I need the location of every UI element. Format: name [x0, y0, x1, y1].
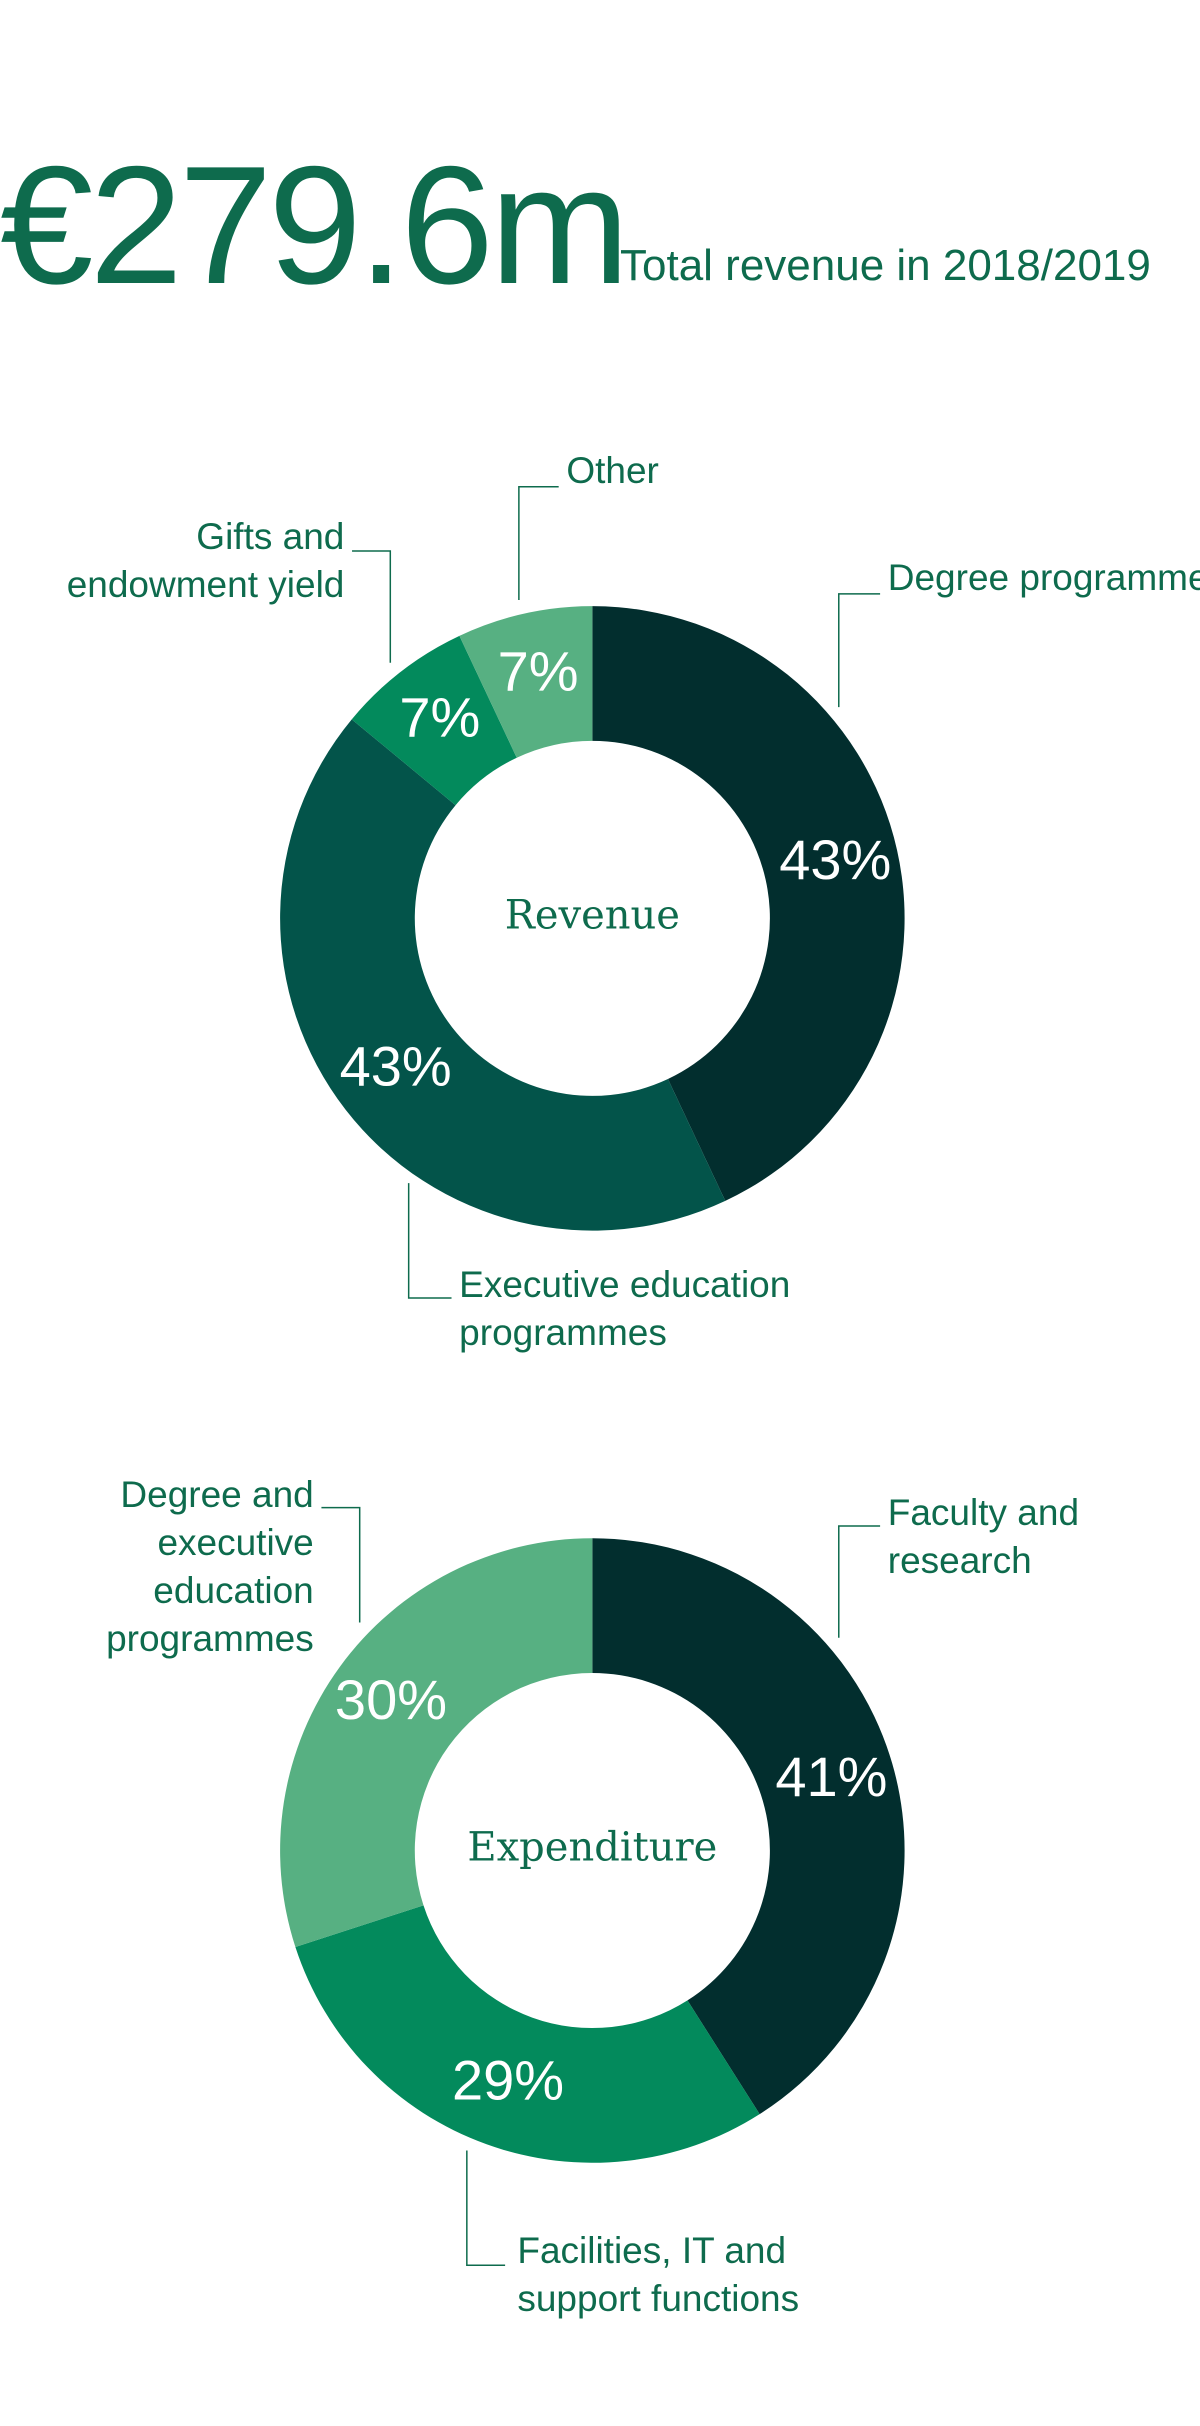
total-amount: €279.6m — [0, 131, 626, 319]
category-label: Degree programmes — [887, 557, 1200, 599]
leader-line — [321, 1506, 361, 1623]
percent-label: 43% — [779, 828, 891, 891]
donut-slice — [280, 719, 726, 1231]
donut-slice — [351, 635, 517, 806]
leader-line — [407, 1183, 452, 1299]
category-label: Degree and executive education programme… — [106, 1473, 314, 1659]
leader-line — [466, 2150, 506, 2267]
donut-slice — [592, 606, 905, 1201]
leader-line — [352, 550, 392, 663]
total-caption: Total revenue in 2018/2019 — [620, 241, 1151, 290]
category-label: Facilities, IT and support functions — [517, 2230, 800, 2320]
percent-label: 29% — [452, 2048, 564, 2111]
donut-title: Expenditure — [467, 1825, 717, 1871]
percent-label: 7% — [498, 639, 579, 702]
category-label: Faculty and research — [887, 1492, 1080, 1582]
category-label: Executive education programmes — [459, 1264, 791, 1354]
donut-slice — [295, 1905, 760, 2163]
percent-label: 7% — [399, 685, 480, 748]
category-label: Other — [566, 449, 659, 491]
category-label: Gifts and endowment yield — [66, 515, 345, 605]
donut-slice — [459, 606, 593, 758]
leader-line — [518, 485, 559, 600]
donut-slice — [592, 1538, 905, 2115]
percent-label: 43% — [340, 1035, 452, 1098]
leader-line — [838, 593, 881, 708]
percent-label: 30% — [335, 1668, 447, 1731]
percent-label: 41% — [775, 1745, 887, 1808]
donut-slice — [280, 1538, 593, 1947]
leader-line — [838, 1525, 881, 1638]
donut-title: Revenue — [505, 892, 680, 938]
